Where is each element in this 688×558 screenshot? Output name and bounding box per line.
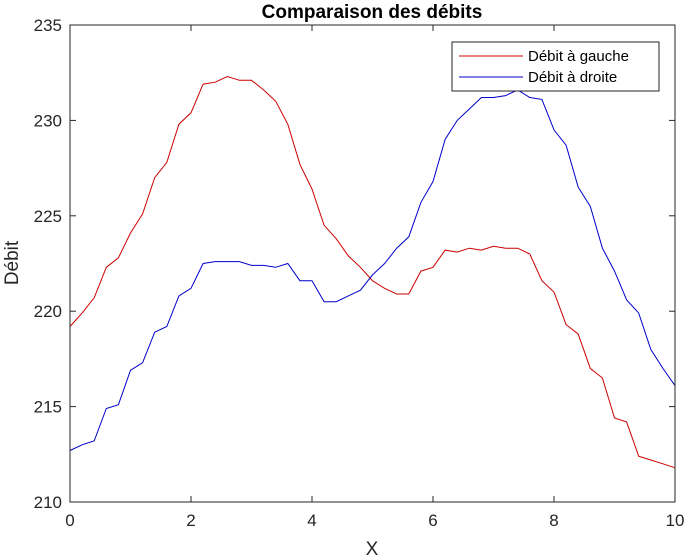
plot-area	[69, 75, 676, 469]
y-tick-label: 210	[34, 493, 62, 512]
y-tick-label: 235	[34, 16, 62, 35]
legend-label-1: Débit à gauche	[528, 48, 629, 65]
legend: Débit à gauche Débit à droite	[451, 41, 660, 92]
x-tick-label: 2	[186, 511, 195, 530]
series-line-2	[69, 89, 676, 451]
y-axis-label: Débit	[2, 240, 23, 285]
y-tick-label: 215	[34, 398, 62, 417]
x-tick-label: 0	[65, 511, 74, 530]
x-tick-label: 6	[428, 511, 437, 530]
y-tick-label: 220	[34, 302, 62, 321]
y-tick-label: 230	[34, 111, 62, 130]
x-tick-label: 8	[549, 511, 558, 530]
x-tick-label: 4	[307, 511, 316, 530]
y-tick-label: 225	[34, 207, 62, 226]
chart-title: Comparaison des débits	[262, 2, 483, 23]
axes-box	[69, 24, 676, 503]
x-axis-label: X	[366, 539, 379, 558]
x-tick-label: 10	[666, 511, 685, 530]
legend-box	[451, 41, 660, 92]
axes: 0 2 4 6 8 10 210 215 220 225 230 235	[34, 16, 685, 530]
series-line-1	[69, 75, 676, 469]
legend-label-2: Débit à droite	[528, 69, 617, 86]
